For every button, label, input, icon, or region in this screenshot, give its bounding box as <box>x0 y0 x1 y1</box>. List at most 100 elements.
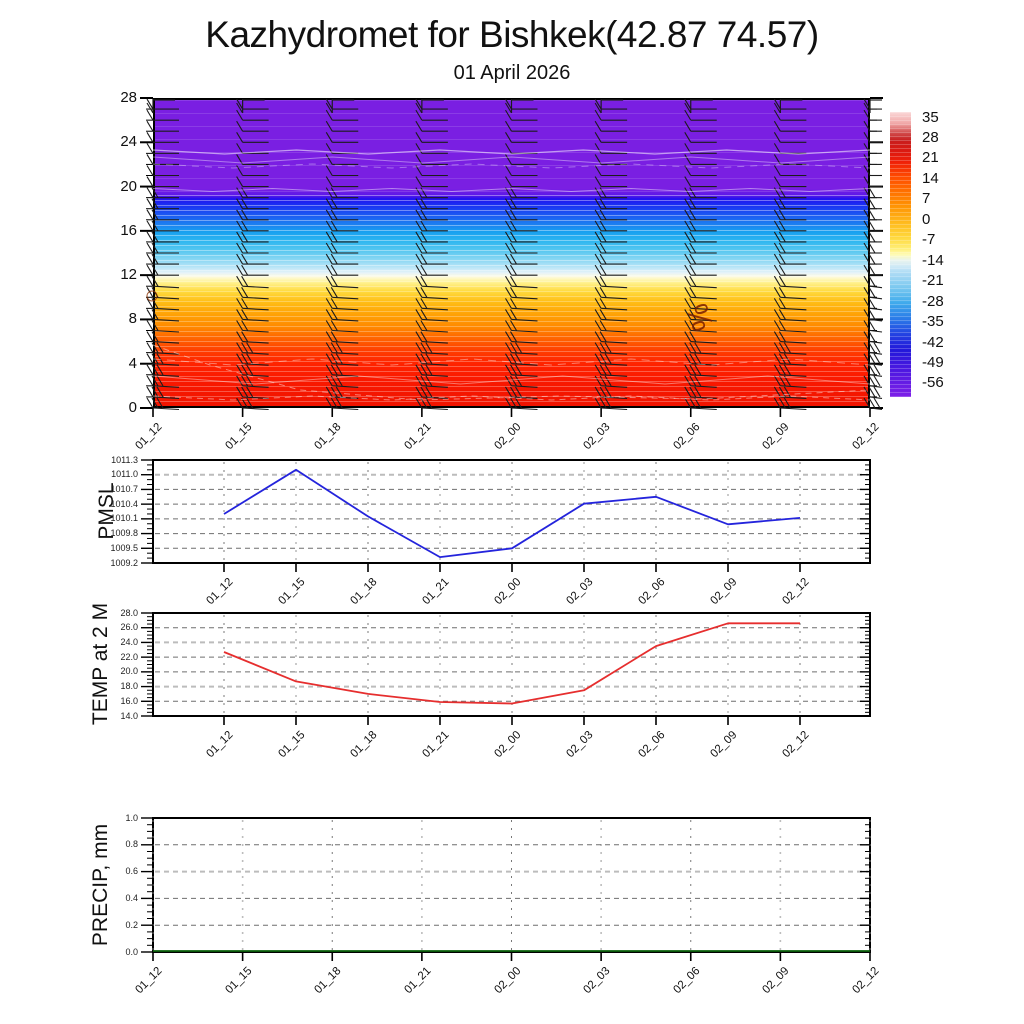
colorbar-tick-label: -28 <box>922 292 944 310</box>
y-tick-label: 1010.1 <box>110 513 138 524</box>
y-tick-label: 0.4 <box>125 892 138 903</box>
wind-barb <box>869 407 883 411</box>
wind-barb <box>869 318 883 322</box>
wind-barb <box>873 375 881 387</box>
x-tick-label: 01_12 <box>204 729 236 761</box>
colorbar-tick-label: -42 <box>922 333 944 351</box>
y-tick-label: 14.0 <box>120 710 138 721</box>
wind-barb <box>873 386 881 398</box>
wind-barb <box>873 364 881 376</box>
x-tick-label: 02_03 <box>581 965 613 997</box>
colorbar-tick-label: -7 <box>922 231 936 249</box>
wind-barb <box>869 363 883 366</box>
y-tick-label: 18.0 <box>120 681 138 692</box>
y-tick-label: 26.0 <box>120 622 138 633</box>
contour-x-tick-label: 01_18 <box>312 421 344 453</box>
wind-barb <box>152 407 180 411</box>
y-tick-label: 20.0 <box>120 666 138 677</box>
colorbar-tick-label: 14 <box>922 169 939 187</box>
x-tick-label: 02_09 <box>760 965 792 997</box>
contour-x-tick-label: 02_00 <box>491 421 523 453</box>
x-tick-label: 01_15 <box>276 576 308 608</box>
wind-barb <box>873 397 881 409</box>
colorbar-tick-label: 7 <box>922 190 931 208</box>
x-tick-label: 01_12 <box>133 965 165 997</box>
y-tick-label: 0.0 <box>125 946 138 957</box>
x-tick-label: 02_09 <box>708 576 740 608</box>
x-tick-label: 02_00 <box>491 965 523 997</box>
wind-barb <box>869 329 883 333</box>
contour-x-tick-label: 02_03 <box>581 421 613 453</box>
wind-barb <box>869 296 883 300</box>
colorbar-tick-label: -21 <box>922 272 944 290</box>
contour-y-tick-label: 4 <box>128 354 137 372</box>
x-tick-label: 02_00 <box>492 729 524 761</box>
y-tick-label: 1011.3 <box>111 454 138 465</box>
colorbar-tick-label: 28 <box>922 128 939 146</box>
x-tick-label: 02_12 <box>780 576 812 608</box>
x-tick-label: 02_06 <box>636 576 668 608</box>
x-tick-label: 01_21 <box>420 576 452 608</box>
wind-barb <box>869 385 883 388</box>
x-tick-label: 02_09 <box>708 729 740 761</box>
temperature-colorbar <box>890 112 911 397</box>
contour-y-tick-label: 20 <box>120 177 137 195</box>
panel-frame <box>152 612 871 717</box>
y-tick-label: 0.8 <box>125 839 138 850</box>
y-tick-label: 28.0 <box>120 607 138 618</box>
y-tick-label: 0.6 <box>125 866 138 877</box>
y-tick-label: 1010.4 <box>110 498 138 509</box>
contour-y-tick-label: 16 <box>120 221 137 239</box>
wind-barb <box>873 353 881 364</box>
wind-barb <box>332 407 359 411</box>
panel-frame <box>152 817 871 953</box>
y-tick-label: 1011.0 <box>111 469 138 480</box>
x-tick-label: 01_15 <box>276 729 308 761</box>
panel-frame <box>152 459 871 564</box>
wind-barb <box>242 407 269 411</box>
colorbar-tick-label: -56 <box>922 374 944 392</box>
x-tick-label: 02_06 <box>671 965 703 997</box>
y-tick-label: 24.0 <box>120 636 138 647</box>
x-tick-label: 02_12 <box>850 965 882 997</box>
colorbar-tick-label: 0 <box>922 210 931 228</box>
y-tick-label: 1010.7 <box>110 483 138 494</box>
temp-at-2-m-line <box>223 622 800 705</box>
x-tick-label: 02_06 <box>636 729 668 761</box>
contour-y-tick-label: 24 <box>120 133 137 151</box>
colorbar-tick-label: -35 <box>922 313 944 331</box>
contour-y-tick-label: 28 <box>120 89 137 106</box>
y-tick-label: 22.0 <box>120 651 138 662</box>
wind-barb <box>869 352 883 355</box>
pmsl-line <box>223 468 801 558</box>
y-tick-label: 0.2 <box>125 919 138 930</box>
x-tick-label: 02_12 <box>780 729 812 761</box>
wind-barb <box>869 285 883 289</box>
x-tick-label: 02_03 <box>564 729 596 761</box>
contour-y-tick-label: 8 <box>128 310 137 328</box>
y-tick-label: 1009.5 <box>110 542 138 553</box>
x-tick-label: 02_00 <box>492 576 524 608</box>
contour-y-tick-label: 12 <box>120 266 137 284</box>
contour-x-tick-label: 01_21 <box>402 421 434 453</box>
wind-barb <box>873 342 881 353</box>
x-tick-label: 01_15 <box>223 965 255 997</box>
colorbar-tick-label: 21 <box>922 149 939 167</box>
contour-x-tick-label: 01_15 <box>223 421 255 453</box>
wind-barb <box>690 407 717 411</box>
wind-barb <box>511 407 538 411</box>
x-tick-label: 01_21 <box>420 729 452 761</box>
x-tick-label: 02_03 <box>564 576 596 608</box>
contour-x-tick-label: 02_06 <box>671 421 703 453</box>
temp-axis-title: TEMP at 2 M <box>89 602 112 726</box>
x-tick-label: 01_21 <box>402 965 434 997</box>
wind-barb <box>869 341 883 344</box>
y-tick-label: 1009.8 <box>110 528 138 539</box>
x-tick-label: 01_12 <box>204 576 236 608</box>
wind-barb <box>869 307 883 311</box>
y-tick-label: 1.0 <box>125 812 138 823</box>
x-tick-label: 01_18 <box>348 729 380 761</box>
colorbar-tick-label: 35 <box>922 108 939 126</box>
contour-y-tick-label: 0 <box>128 399 137 416</box>
